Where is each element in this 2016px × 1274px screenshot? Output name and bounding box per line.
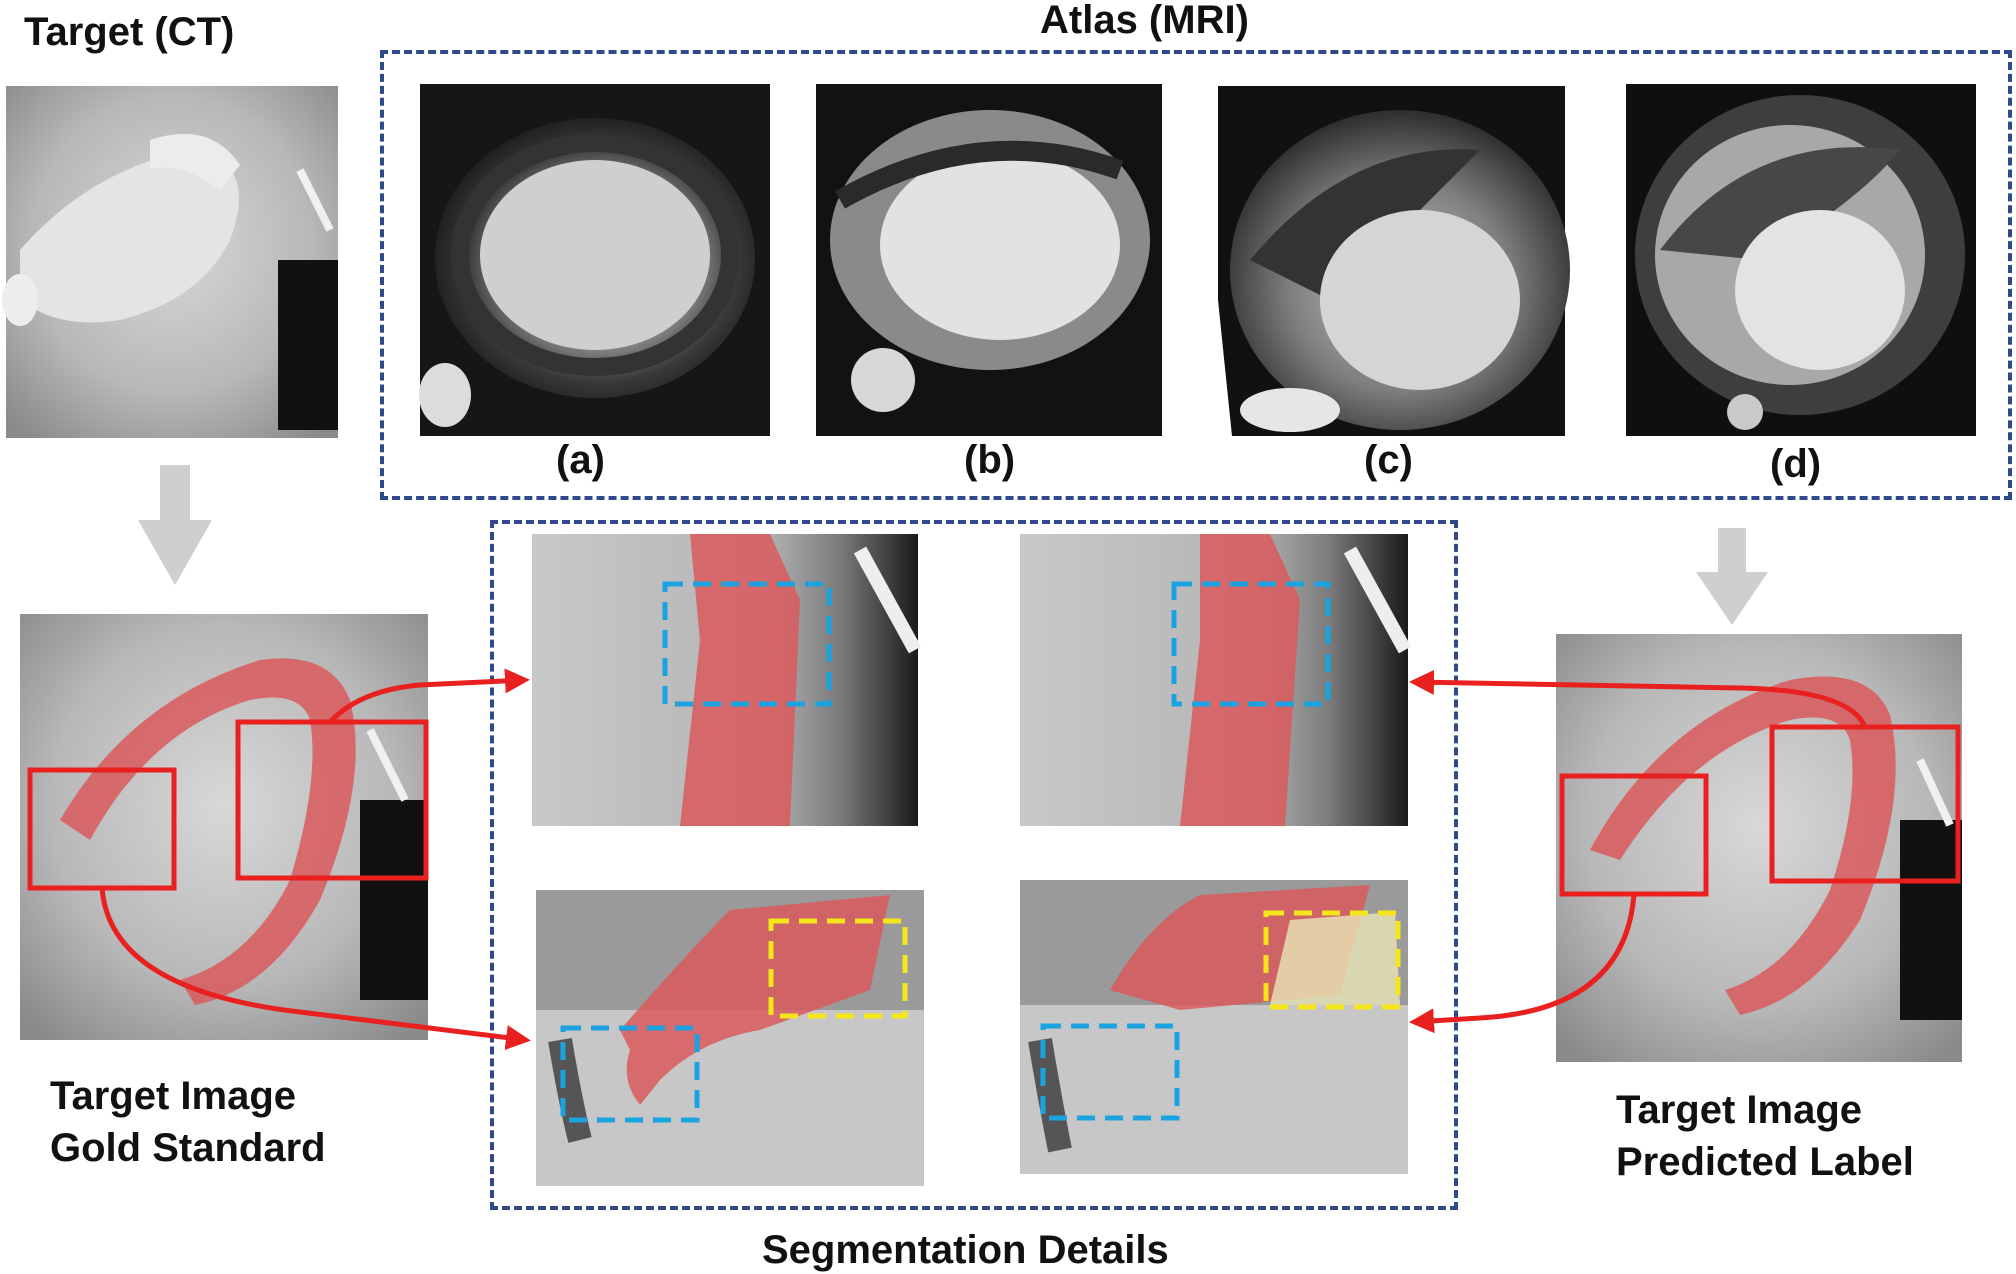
arrow-gold-to-detail-bottom: [99, 887, 531, 1050]
segmentation-details-title: Segmentation Details: [762, 1228, 1169, 1272]
arrow-pred-to-detail-top: [1409, 669, 1868, 729]
cyan-detail-box: [1171, 581, 1331, 707]
target-ct-image: [2, 86, 338, 438]
gold-standard-image: [20, 614, 428, 1040]
atlas-label-c: (c): [1364, 438, 1413, 482]
arrow-pred-to-detail-bottom: [1409, 893, 1637, 1034]
atlas-frame: [380, 50, 2012, 500]
pred-caption-line2: Predicted Label: [1616, 1140, 1914, 1184]
predicted-label-caption: Target Image Predicted Label: [1616, 1084, 1914, 1188]
atlas-image-c: [1218, 86, 1570, 436]
cyan-detail-box: [662, 581, 832, 707]
down-arrow-icon: [138, 465, 212, 585]
atlas-label-a: (a): [556, 438, 605, 482]
detail-pred-bottom: [1020, 880, 1408, 1174]
atlas-mri-title: Atlas (MRI): [1040, 0, 1249, 42]
detail-gold-top: [532, 534, 922, 826]
segmentation-details-frame: [490, 520, 1458, 1210]
cyan-detail-box: [1040, 1023, 1180, 1121]
yellow-detail-box: [768, 918, 908, 1019]
gold-caption-line2: Gold Standard: [50, 1126, 326, 1170]
arrow-gold-to-detail-top: [328, 668, 530, 724]
atlas-image-b: [816, 84, 1162, 436]
gold-caption-line1: Target Image: [50, 1074, 296, 1118]
atlas-image-a: [419, 84, 770, 436]
yellow-detail-box: [1263, 910, 1401, 1010]
detail-gold-bottom: [536, 890, 924, 1186]
cyan-detail-box: [560, 1025, 700, 1123]
predicted-label-image: [1556, 634, 1962, 1062]
gold-standard-caption: Target Image Gold Standard: [50, 1070, 326, 1174]
target-ct-title: Target (CT): [24, 10, 235, 54]
atlas-label-d: (d): [1770, 442, 1822, 486]
atlas-image-d: [1626, 84, 1976, 436]
atlas-label-b: (b): [964, 438, 1016, 482]
detail-pred-top: [1020, 534, 1412, 826]
pred-caption-line1: Target Image: [1616, 1088, 1862, 1132]
down-arrow-icon: [1696, 528, 1768, 625]
